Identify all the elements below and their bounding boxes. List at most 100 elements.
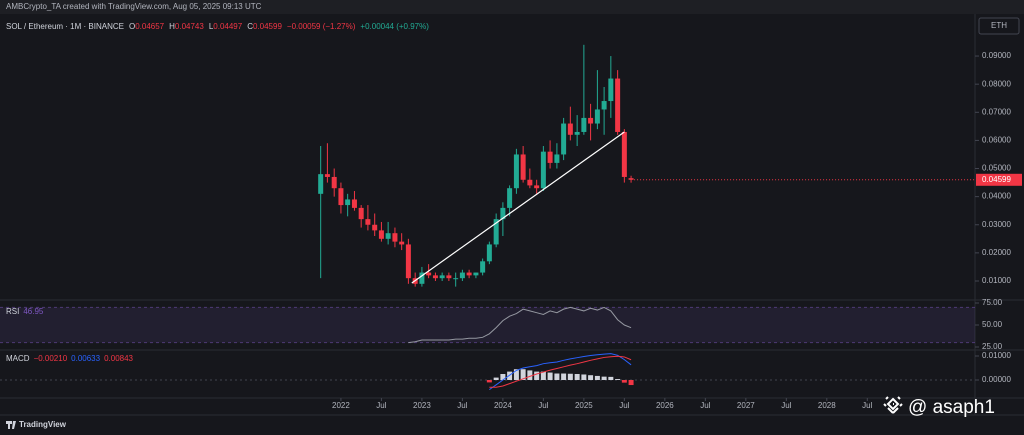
x-tick-label: 2028	[818, 401, 836, 410]
candle-body	[527, 179, 533, 186]
candle-body	[345, 199, 351, 206]
candle-body	[621, 131, 627, 177]
x-tick-label: 2022	[332, 401, 350, 410]
change2: +0.00044 (+0.97%)	[360, 22, 429, 31]
candle-body	[372, 224, 378, 231]
candle-body	[608, 78, 614, 102]
candle-body	[324, 174, 330, 177]
rsi-band	[0, 307, 975, 343]
macd-histogram-bar	[567, 373, 573, 380]
y-tick-label: 0.06000	[982, 136, 1011, 145]
candle-body	[426, 272, 432, 276]
macd-histogram-bar	[574, 374, 580, 380]
macd-histogram-bar	[621, 380, 627, 383]
signal-line	[489, 355, 632, 388]
candle-body	[581, 117, 587, 132]
candle-body	[385, 233, 391, 239]
y-tick-label: 25.00	[982, 342, 1003, 351]
candle-body	[507, 188, 513, 208]
rsi-legend: RSI 46.95	[6, 307, 44, 316]
ohlc-value: 0.04599	[253, 22, 282, 31]
y-tick-label: 0.05000	[982, 164, 1011, 173]
ohlc-key: H	[169, 22, 175, 31]
ohlc-value: 0.04743	[175, 22, 204, 31]
macd-histogram-bar	[534, 371, 540, 380]
y-tick-label: 0.08000	[982, 79, 1011, 88]
candle-body	[540, 151, 546, 189]
ohlc-value: 0.04657	[135, 22, 164, 31]
trendline	[411, 131, 625, 284]
candle-body	[601, 101, 607, 110]
y-tick-label: 0.04000	[982, 192, 1011, 201]
x-tick-label: 2027	[737, 401, 755, 410]
last-price-box	[976, 173, 1022, 186]
macd-histogram-bar	[493, 377, 499, 380]
macd-value: −0.00210	[34, 354, 68, 363]
watermark: @ asaph1	[908, 397, 995, 418]
y-tick-label: 0.01000	[982, 351, 1011, 360]
y-tick-label: 50.00	[982, 320, 1003, 329]
candle-body	[554, 154, 560, 163]
x-tick-label: 2026	[656, 401, 674, 410]
legend: SOL / Ethereum · 1M · BINANCE O0.04657 H0.…	[6, 22, 429, 31]
macd-line	[489, 353, 632, 391]
macd-name: MACD	[6, 354, 30, 363]
candle-body	[480, 261, 486, 273]
macd-histogram-bar	[547, 372, 553, 380]
macd-value: 0.00843	[104, 354, 133, 363]
candle-body	[351, 199, 357, 208]
y-tick-label: 0.01000	[982, 276, 1011, 285]
macd-histogram-bar	[588, 375, 594, 380]
macd-histogram-bar	[527, 370, 533, 380]
rsi-line	[408, 306, 632, 344]
candle-body	[594, 109, 600, 124]
currency-box[interactable]	[978, 17, 1020, 35]
candle-body	[493, 219, 499, 245]
candle-body	[399, 241, 405, 245]
ohlc-key: L	[209, 22, 214, 31]
x-tick-label: Jul	[457, 401, 467, 410]
candle-body	[378, 230, 384, 239]
x-tick-label: Jul	[376, 401, 386, 410]
candle-body	[392, 233, 398, 242]
macd-value: 0.00633	[71, 354, 100, 363]
macd-legend: MACD −0.00210 0.00633 0.00843	[6, 354, 134, 363]
x-tick-label: 2024	[494, 401, 512, 410]
macd-histogram-bar	[561, 373, 567, 380]
macd-histogram-bar	[594, 375, 600, 380]
header: AMBCrypto_TA created with TradingView.co…	[6, 2, 262, 11]
x-tick-label: Jul	[538, 401, 548, 410]
macd-histogram-bar	[581, 374, 587, 380]
candle-body	[453, 278, 459, 280]
brand-logo	[6, 421, 16, 429]
macd-histogram-bar	[540, 371, 546, 380]
candle-body	[574, 131, 580, 135]
candle-body	[500, 207, 506, 220]
rsi-name: RSI	[6, 307, 19, 316]
brand: TradingView	[19, 420, 67, 429]
currency: ETH	[991, 21, 1007, 30]
candle-body	[331, 176, 337, 189]
candle-body	[405, 244, 411, 279]
candle-body	[561, 123, 567, 155]
candle-body	[439, 275, 445, 279]
x-tick-label: Jul	[619, 401, 629, 410]
watermark-icon	[883, 396, 903, 414]
x-tick-label: Jul	[781, 401, 791, 410]
candle-body	[588, 117, 594, 124]
y-tick-label: 0.00000	[982, 375, 1011, 384]
candle-body	[459, 272, 465, 279]
macd-histogram-bar	[513, 369, 519, 380]
candle-body	[473, 272, 479, 276]
plot: 0.01000 0.02000 0.03000 0.04000 0.05000 0.060…	[0, 44, 1022, 410]
change: −0.00059 (−1.27%)	[287, 22, 356, 31]
rsi-value: 46.95	[23, 307, 44, 316]
x-tick-label: Jul	[700, 401, 710, 410]
macd-histogram-bar	[554, 373, 560, 380]
x-tick-label: Jul	[862, 401, 872, 410]
candle-body	[358, 207, 364, 220]
candle-body	[547, 151, 553, 163]
